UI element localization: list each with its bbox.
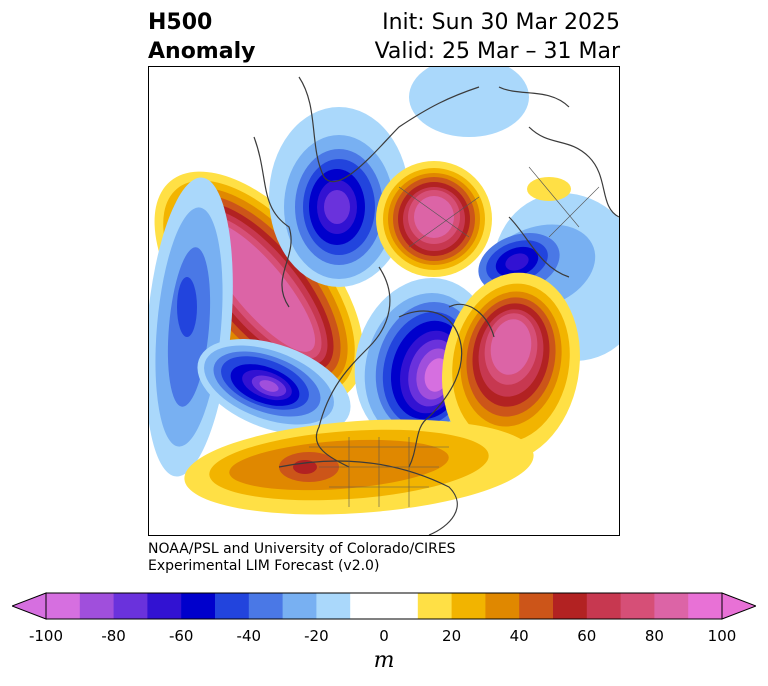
title-field: H500	[148, 10, 213, 35]
colorbar-tick-label: 20	[442, 627, 462, 645]
colorbar-segment	[688, 593, 723, 619]
init-date: Init: Sun 30 Mar 2025	[382, 10, 620, 35]
negative-anomaly-arctic-top	[409, 67, 529, 137]
colorbar-segment	[215, 593, 250, 619]
colorbar-tick-label: 60	[577, 627, 597, 645]
colorbar-segment	[485, 593, 520, 619]
coastlines	[253, 76, 619, 535]
colorbar-segment	[282, 593, 317, 619]
colorbar-segment	[451, 593, 486, 619]
title-anomaly: Anomaly	[148, 39, 256, 64]
colorbar-units: m	[373, 648, 395, 673]
colorbar-segment	[147, 593, 182, 619]
colorbar-segment	[384, 593, 419, 619]
colorbar-tick-label: -40	[236, 627, 262, 645]
political-borders	[309, 166, 600, 507]
negative-anomaly-aleutians	[197, 338, 351, 436]
colorbar-segment	[553, 593, 588, 619]
colorbar-segment	[248, 593, 284, 619]
colorbar-ticks: -100 -80 -60 -40 -20 0 20 40 60 80 100	[0, 627, 768, 647]
anomaly-map	[149, 67, 619, 535]
credits: NOAA/PSL and University of Colorado/CIRE…	[148, 541, 456, 575]
valid-range: Valid: 25 Mar – 31 Mar	[374, 39, 620, 64]
colorbar-tick-label: -100	[28, 627, 64, 645]
credit-line-1: NOAA/PSL and University of Colorado/CIRE…	[148, 541, 456, 557]
title-left: H500 Anomaly	[148, 8, 255, 66]
colorbar-segment	[350, 593, 385, 619]
colorbar-segment	[316, 593, 351, 619]
colorbar-segment	[79, 593, 115, 619]
colorbar-segment	[519, 593, 554, 619]
colorbar-tick-label: -80	[101, 627, 126, 645]
colorbar-segment	[654, 593, 689, 619]
negative-anomaly-central-asia	[269, 107, 409, 287]
colorbar-segment	[181, 593, 216, 619]
colorbar-segment	[46, 593, 81, 619]
colorbar-tick-label: 40	[509, 627, 529, 645]
colorbar-extend-low	[12, 592, 47, 620]
colorbar-segment	[620, 593, 655, 619]
map-panel	[148, 66, 620, 536]
colorbar	[12, 592, 756, 620]
colorbar-extend-high	[721, 592, 756, 620]
colorbar-tick-label: 0	[379, 627, 389, 645]
colorbar-segment	[417, 593, 453, 619]
positive-anomaly-east-siberia	[376, 161, 492, 277]
colorbar-segment	[586, 593, 622, 619]
positive-anomaly-atlantic	[442, 272, 580, 462]
credit-line-2: Experimental LIM Forecast (v2.0)	[148, 558, 380, 574]
colorbar-tick-label: 100	[707, 627, 737, 645]
colorbar-tick-label: -20	[304, 627, 329, 645]
colorbar-tick-label: -60	[168, 627, 194, 645]
title-right: Init: Sun 30 Mar 2025 Valid: 25 Mar – 31…	[375, 8, 620, 66]
positive-anomaly-small-northeast	[527, 177, 571, 201]
colorbar-segment	[113, 593, 148, 619]
colorbar-tick-label: 80	[644, 627, 664, 645]
colorbar-outline	[45, 592, 723, 620]
